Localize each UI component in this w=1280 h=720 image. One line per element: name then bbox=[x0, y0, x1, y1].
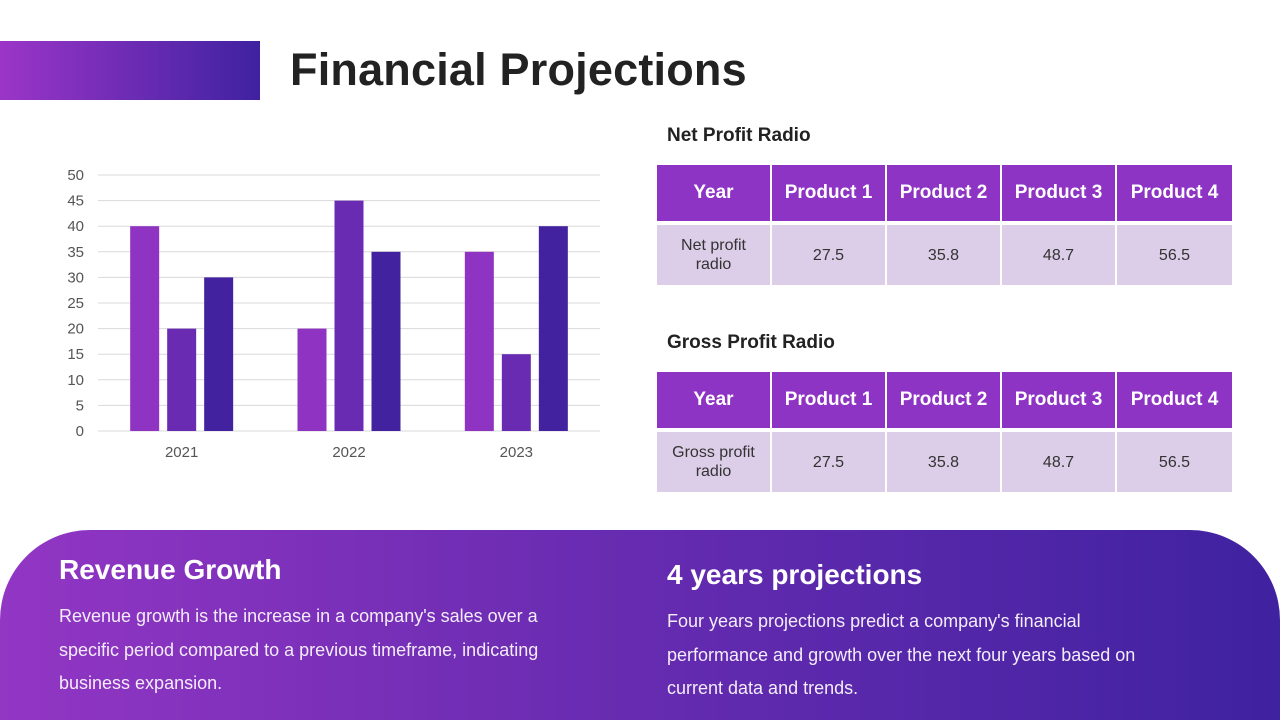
y-tick-label: 25 bbox=[67, 295, 84, 312]
row-label-cell: Gross profit radio bbox=[657, 432, 772, 492]
header-cell-product-2: Product 2 bbox=[887, 165, 1002, 225]
bar-2022-series-1 bbox=[297, 328, 327, 431]
header-cell-product-2: Product 2 bbox=[887, 372, 1002, 432]
bar-2021-series-2 bbox=[167, 328, 197, 431]
table-row: Net profit radio 27.5 35.8 48.7 56.5 bbox=[657, 225, 1232, 285]
table-row: Gross profit radio 27.5 35.8 48.7 56.5 bbox=[657, 432, 1232, 492]
bar-2023-series-3 bbox=[538, 226, 568, 431]
header-cell-year: Year bbox=[657, 372, 772, 432]
value-cell-product-1: 27.5 bbox=[772, 432, 887, 492]
x-tick-label: 2023 bbox=[500, 444, 533, 461]
y-tick-label: 30 bbox=[67, 269, 84, 286]
y-tick-label: 50 bbox=[67, 167, 84, 184]
y-tick-label: 40 bbox=[67, 218, 84, 235]
y-tick-label: 15 bbox=[67, 346, 84, 363]
header-cell-product-3: Product 3 bbox=[1002, 372, 1117, 432]
gross-profit-table: Year Product 1 Product 2 Product 3 Produ… bbox=[657, 372, 1232, 492]
header-cell-product-4: Product 4 bbox=[1117, 372, 1232, 432]
x-tick-label: 2021 bbox=[165, 444, 198, 461]
revenue-growth-heading: Revenue Growth bbox=[59, 554, 282, 585]
projections-heading: 4 years projections bbox=[667, 559, 923, 590]
row-label-cell: Net profit radio bbox=[657, 225, 772, 285]
projections-text: Four years projections predict a company… bbox=[667, 611, 1136, 698]
header-cell-product-3: Product 3 bbox=[1002, 165, 1117, 225]
value-cell-product-3: 48.7 bbox=[1002, 225, 1117, 285]
bar-2022-series-2 bbox=[334, 200, 364, 431]
page-title: Financial Projections bbox=[290, 44, 747, 95]
value-cell-product-1: 27.5 bbox=[772, 225, 887, 285]
bottom-panel: Revenue Growth Revenue growth is the inc… bbox=[0, 530, 1280, 720]
bar-2021-series-3 bbox=[204, 277, 234, 431]
y-tick-label: 10 bbox=[67, 372, 84, 389]
value-cell-product-3: 48.7 bbox=[1002, 432, 1117, 492]
gross-profit-table-title: Gross Profit Radio bbox=[667, 332, 835, 353]
title-accent-bar bbox=[0, 41, 260, 100]
bar-2023-series-1 bbox=[464, 251, 494, 431]
gross-profit-header-row: Year Product 1 Product 2 Product 3 Produ… bbox=[657, 372, 1232, 432]
header-cell-year: Year bbox=[657, 165, 772, 225]
header-cell-product-1: Product 1 bbox=[772, 372, 887, 432]
bar-2021-series-1 bbox=[130, 226, 160, 431]
header-cell-product-1: Product 1 bbox=[772, 165, 887, 225]
value-cell-product-2: 35.8 bbox=[887, 225, 1002, 285]
revenue-growth-text: Revenue growth is the increase in a comp… bbox=[59, 606, 539, 693]
bar-chart-svg: 0 5 10 15 20 25 30 35 40 45 50 2021 2022 2023 bbox=[67, 167, 600, 461]
value-cell-product-4: 56.5 bbox=[1117, 225, 1232, 285]
y-tick-label: 35 bbox=[67, 244, 84, 261]
net-profit-table: Year Product 1 Product 2 Product 3 Produ… bbox=[657, 165, 1232, 285]
y-tick-label: 45 bbox=[67, 193, 84, 210]
y-tick-label: 5 bbox=[76, 397, 84, 414]
x-tick-label: 2022 bbox=[332, 444, 365, 461]
y-tick-label: 0 bbox=[76, 423, 84, 440]
value-cell-product-4: 56.5 bbox=[1117, 432, 1232, 492]
header-cell-product-4: Product 4 bbox=[1117, 165, 1232, 225]
bar-chart: 0 5 10 15 20 25 30 35 40 45 50 2021 2022 2023 bbox=[40, 160, 610, 470]
net-profit-table-title: Net Profit Radio bbox=[667, 125, 811, 146]
net-profit-header-row: Year Product 1 Product 2 Product 3 Produ… bbox=[657, 165, 1232, 225]
bar-2022-series-3 bbox=[371, 251, 401, 431]
bar-2023-series-2 bbox=[501, 354, 531, 431]
y-tick-label: 20 bbox=[67, 321, 84, 338]
value-cell-product-2: 35.8 bbox=[887, 432, 1002, 492]
